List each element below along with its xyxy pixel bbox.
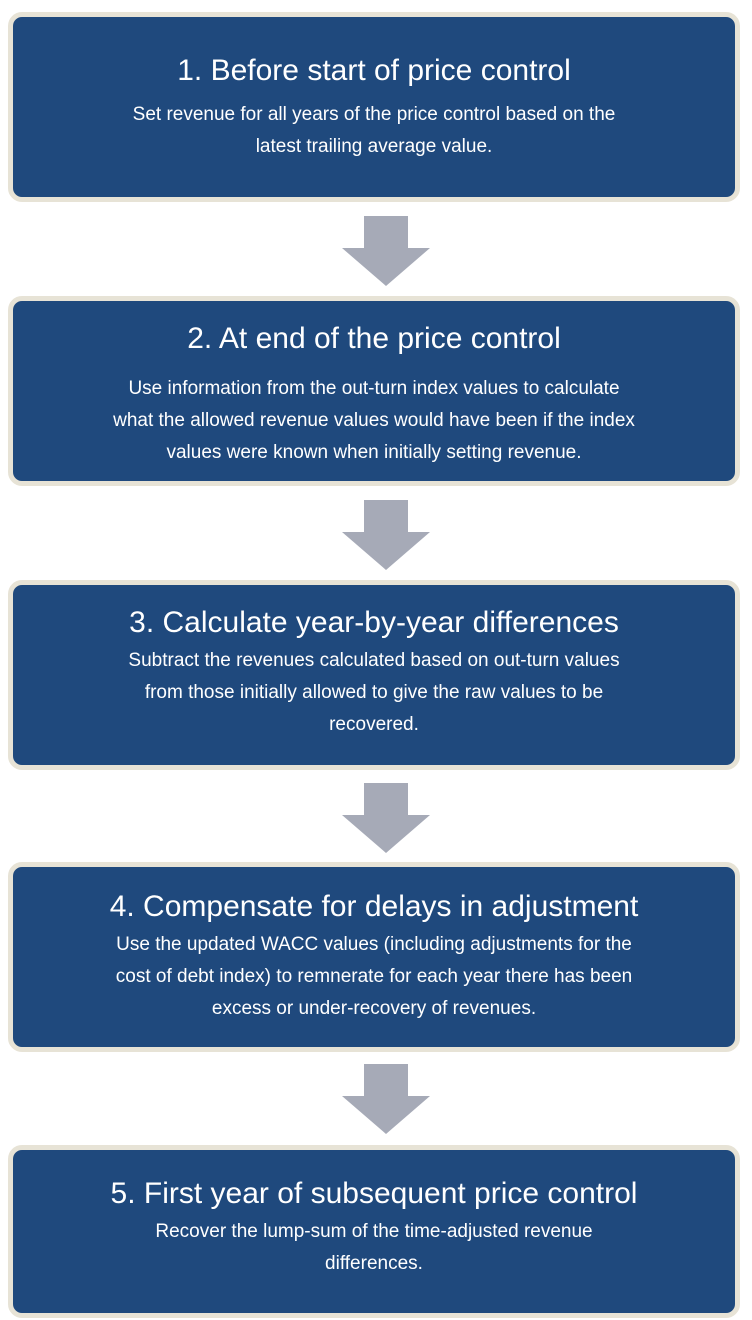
step-text: Set revenue for all years of the price c…	[132, 104, 616, 125]
step-text: latest trailing average value.	[255, 136, 493, 157]
step-box: 2. At end of the price control Use infor…	[8, 296, 740, 486]
arrow	[342, 500, 430, 570]
step-text: excess or under-recovery of revenues.	[211, 998, 537, 1019]
arrow	[342, 1064, 430, 1134]
step-text: values were known when initially setting…	[166, 442, 582, 463]
arrow	[342, 216, 430, 286]
step-text: cost of debt index) to remnerate for eac…	[115, 966, 633, 987]
step-box: 5. First year of subsequent price contro…	[8, 1145, 740, 1318]
arrow	[342, 783, 430, 853]
step-box: 1. Before start of price control Set rev…	[8, 12, 740, 202]
step-title: 5. First year of subsequent price contro…	[110, 1177, 638, 1210]
step-text: differences.	[325, 1253, 423, 1274]
step-text: recovered.	[329, 714, 419, 735]
step-text: Subtract the revenues calculated based o…	[128, 650, 620, 671]
step-title: 4. Compensate for delays in adjustment	[109, 890, 639, 923]
step-title: 2. At end of the price control	[187, 322, 561, 355]
step-box: 3. Calculate year-by-year differences Su…	[8, 580, 740, 770]
step-text: what the allowed revenue values would ha…	[113, 410, 635, 431]
step-text: Use information from the out-turn index …	[128, 378, 620, 399]
step-text: Use the updated WACC values (including a…	[116, 934, 632, 955]
step-title: 1. Before start of price control	[177, 54, 571, 87]
step-text: from those initially allowed to give the…	[144, 682, 604, 703]
step-box: 4. Compensate for delays in adjustment U…	[8, 862, 740, 1052]
step-title: 3. Calculate year-by-year differences	[129, 606, 619, 639]
step-text: Recover the lump-sum of the time-adjuste…	[155, 1221, 593, 1242]
